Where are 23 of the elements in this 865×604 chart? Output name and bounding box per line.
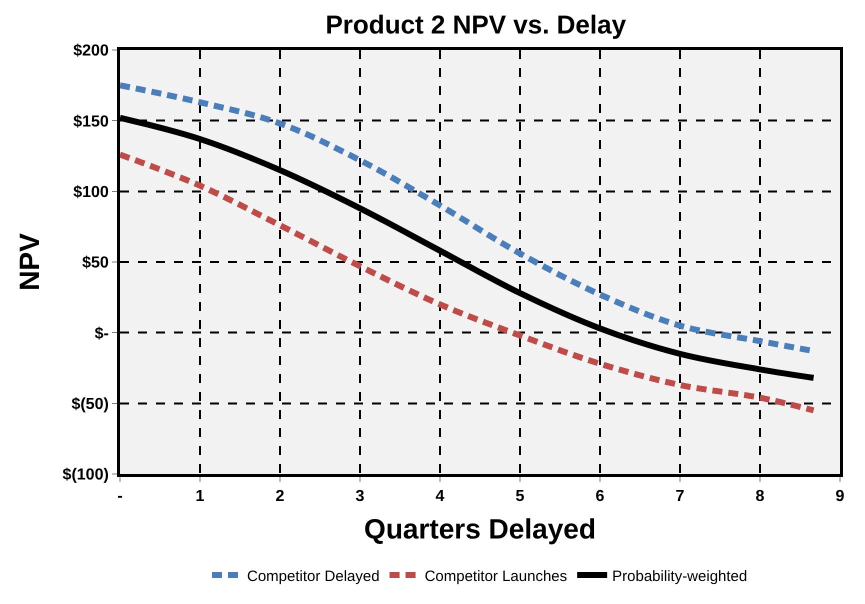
x-tick-label: 3	[356, 488, 365, 506]
y-tick-label: $100	[73, 184, 109, 201]
legend-label: Competitor Launches	[424, 568, 568, 585]
y-tick-label: $50	[82, 254, 109, 272]
legend-label: Competitor Delayed	[247, 568, 380, 585]
x-tick-label: 8	[756, 488, 765, 506]
y-tick-label: $(50)	[71, 396, 109, 413]
x-tick-label: 1	[196, 488, 205, 506]
x-tick-label: 2	[276, 488, 285, 506]
x-tick-label: -	[117, 488, 123, 506]
y-tick-label: $(100)	[62, 466, 109, 484]
y-tick-label: $-	[94, 325, 109, 342]
x-axis-title: Quarters Delayed	[364, 513, 596, 544]
x-tick-label: 7	[676, 488, 685, 506]
x-tick-label: 5	[516, 488, 525, 506]
x-tick-label: 6	[596, 488, 605, 506]
chart-title: Product 2 NPV vs. Delay	[325, 9, 627, 40]
x-tick-label: 9	[836, 488, 845, 506]
y-axis-title: NPV	[14, 232, 46, 291]
y-tick-label: $150	[73, 113, 109, 130]
legend-label: Probability-weighted	[612, 568, 748, 585]
x-tick-label: 4	[436, 488, 445, 506]
y-tick-label: $200	[73, 42, 109, 60]
